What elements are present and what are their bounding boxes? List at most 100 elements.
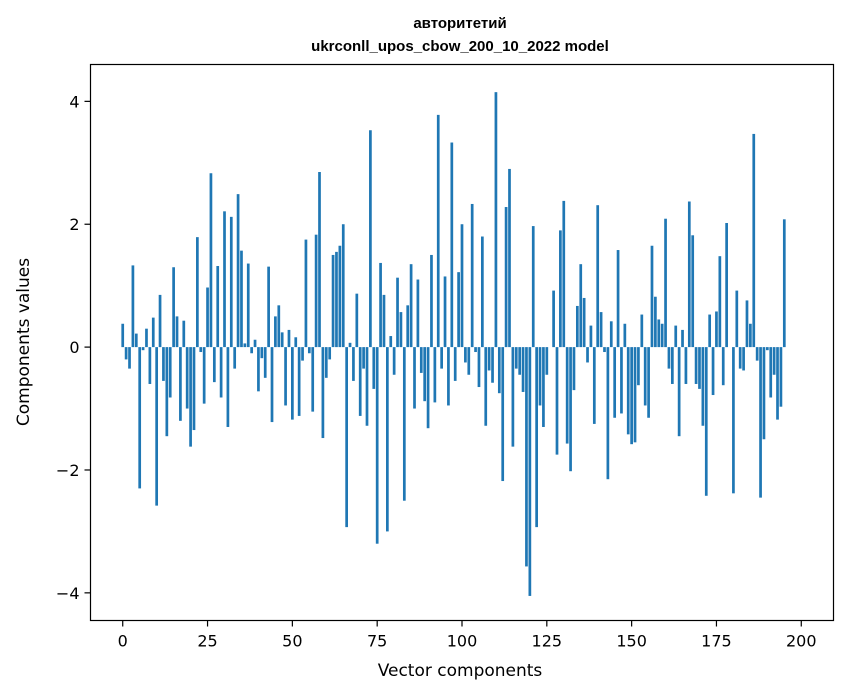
bar-51	[294, 337, 298, 348]
x-tick-label: 25	[197, 632, 217, 651]
bar-95	[443, 276, 447, 348]
bar-83	[402, 347, 406, 501]
bar-97	[450, 142, 454, 348]
bar-18	[182, 320, 186, 348]
bar-22	[196, 237, 199, 348]
bar-107	[484, 347, 488, 426]
bar-132	[569, 347, 572, 472]
bar-14	[168, 347, 172, 398]
y-axis: −4 −2 0 2 4	[56, 92, 91, 603]
bar-87	[416, 279, 420, 348]
bar-114	[508, 168, 511, 348]
bar-93	[436, 114, 440, 348]
bar-121	[531, 226, 535, 348]
bar-184	[745, 300, 749, 348]
bar-43	[267, 266, 270, 348]
x-axis: 0 25 50 75 100 125 150 175 200	[118, 620, 817, 651]
bar-187	[755, 347, 759, 361]
bar-156	[650, 245, 654, 348]
bar-177	[721, 347, 725, 386]
bar-94	[440, 347, 443, 369]
bar-155	[647, 347, 650, 418]
bar-70	[358, 347, 362, 416]
bar-20	[189, 347, 192, 447]
bar-32	[229, 216, 233, 348]
bar-131	[565, 347, 569, 444]
bar-31	[226, 347, 230, 427]
bar-30	[223, 211, 226, 348]
bars-group	[121, 92, 786, 596]
bar-183	[742, 347, 745, 371]
bar-47	[280, 332, 284, 348]
bar-8	[148, 347, 152, 384]
bar-194	[779, 347, 783, 407]
bar-145	[613, 347, 617, 418]
bar-169	[694, 347, 698, 384]
bar-152	[637, 347, 640, 386]
bar-161	[667, 347, 671, 369]
bar-62	[331, 254, 335, 348]
bar-77	[382, 294, 386, 348]
bar-158	[657, 319, 661, 348]
bar-180	[732, 347, 735, 494]
bar-89	[423, 347, 427, 402]
y-tick-label: 4	[69, 92, 79, 111]
bar-182	[738, 347, 742, 369]
bar-130	[562, 200, 566, 348]
bar-189	[762, 347, 766, 440]
bar-76	[379, 262, 382, 348]
bar-60	[324, 347, 328, 378]
bar-154	[643, 347, 647, 406]
bar-191	[769, 347, 773, 398]
bar-2	[128, 347, 131, 369]
bar-101	[464, 347, 467, 363]
bar-98	[453, 347, 457, 381]
bar-3	[131, 265, 135, 348]
bar-37	[246, 263, 250, 348]
bar-25	[206, 287, 209, 348]
bar-139	[592, 347, 596, 424]
bar-116	[514, 347, 518, 369]
bar-108	[487, 347, 491, 371]
bar-186	[752, 133, 756, 348]
bar-112	[501, 347, 505, 482]
bar-91	[430, 254, 433, 348]
bar-58	[318, 172, 321, 348]
bar-109	[491, 347, 494, 383]
y-tick-label: 0	[69, 338, 79, 357]
bar-190	[765, 347, 769, 351]
bar-41	[260, 347, 264, 359]
bar-128	[555, 347, 559, 455]
bar-69	[355, 293, 359, 348]
bar-142	[603, 347, 606, 353]
bar-181	[735, 290, 739, 348]
bar-164	[677, 347, 681, 437]
bar-148	[623, 323, 627, 348]
bar-73	[369, 130, 372, 348]
bar-36	[243, 343, 247, 348]
bar-134	[575, 305, 579, 348]
bar-92	[433, 347, 437, 403]
bar-19	[185, 347, 189, 409]
bar-46	[277, 305, 281, 348]
y-axis-label: Components values	[14, 258, 34, 426]
bar-173	[708, 314, 712, 348]
bar-90	[426, 347, 430, 429]
bar-147	[620, 347, 623, 414]
bar-149	[626, 347, 630, 435]
x-tick-label: 50	[282, 632, 302, 651]
y-tick-label: −2	[56, 461, 80, 480]
bar-5	[138, 347, 142, 489]
bar-160	[664, 218, 667, 348]
bar-21	[192, 347, 196, 431]
bar-120	[528, 347, 532, 596]
bar-117	[518, 347, 522, 375]
x-tick-label: 125	[532, 632, 563, 651]
bar-52	[297, 347, 301, 416]
x-tick-label: 75	[367, 632, 387, 651]
bar-33	[233, 347, 237, 369]
bar-144	[609, 321, 613, 348]
bar-75	[375, 347, 379, 544]
bar-44	[270, 347, 274, 423]
